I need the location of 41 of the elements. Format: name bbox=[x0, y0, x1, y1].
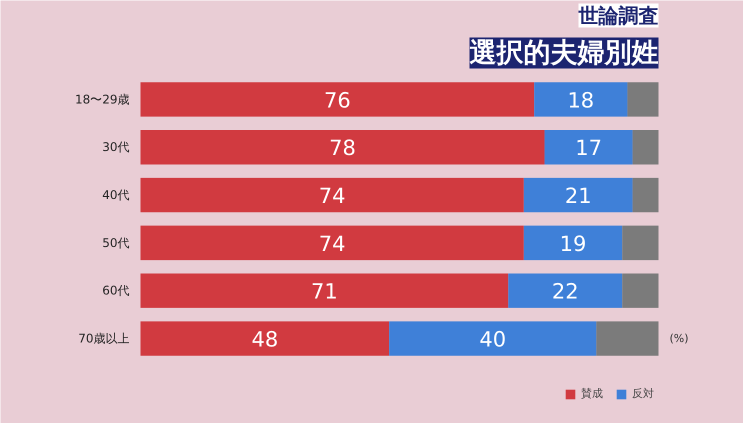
data-label: 22 bbox=[552, 280, 579, 304]
bar bbox=[632, 130, 658, 164]
bar bbox=[508, 274, 622, 308]
bar bbox=[140, 178, 524, 212]
y-tick-label: 40代 bbox=[102, 188, 130, 202]
legend-label: 賛成 bbox=[581, 386, 603, 401]
data-label: 21 bbox=[564, 184, 592, 208]
data-label: 18 bbox=[567, 88, 594, 112]
data-label: 78 bbox=[329, 136, 356, 160]
bar bbox=[622, 274, 658, 308]
data-label: 76 bbox=[324, 88, 351, 112]
y-tick-label: 60代 bbox=[102, 284, 130, 298]
bar bbox=[534, 82, 628, 117]
y-tick-label: 30代 bbox=[102, 140, 130, 154]
bar bbox=[140, 274, 508, 308]
data-label: 71 bbox=[311, 280, 338, 304]
bar bbox=[524, 178, 633, 212]
data-label: 48 bbox=[251, 328, 278, 352]
legend-label: 反対 bbox=[632, 386, 654, 401]
bar bbox=[596, 321, 658, 356]
data-label: 40 bbox=[479, 328, 506, 352]
chart-subtitle: 世論調査 bbox=[578, 4, 658, 28]
data-label: 19 bbox=[560, 232, 586, 256]
data-label: 74 bbox=[318, 232, 346, 256]
chart-title: 選択的夫婦別姓 bbox=[470, 38, 658, 68]
text: (%) bbox=[670, 332, 689, 346]
y-tick-label: 18〜29歳 bbox=[74, 92, 130, 106]
bar bbox=[140, 226, 524, 260]
y-tick-label: 50代 bbox=[102, 236, 130, 250]
bar bbox=[544, 130, 633, 164]
bar bbox=[622, 226, 658, 260]
data-label: 17 bbox=[575, 136, 602, 160]
bar bbox=[389, 321, 596, 356]
bar bbox=[632, 178, 658, 212]
bar bbox=[140, 130, 545, 164]
bar bbox=[140, 82, 534, 117]
bar bbox=[140, 321, 390, 356]
bar bbox=[524, 226, 622, 260]
y-tick-label: 70歳以上 bbox=[78, 332, 130, 346]
bar bbox=[627, 82, 658, 117]
data-label: 74 bbox=[318, 184, 346, 208]
